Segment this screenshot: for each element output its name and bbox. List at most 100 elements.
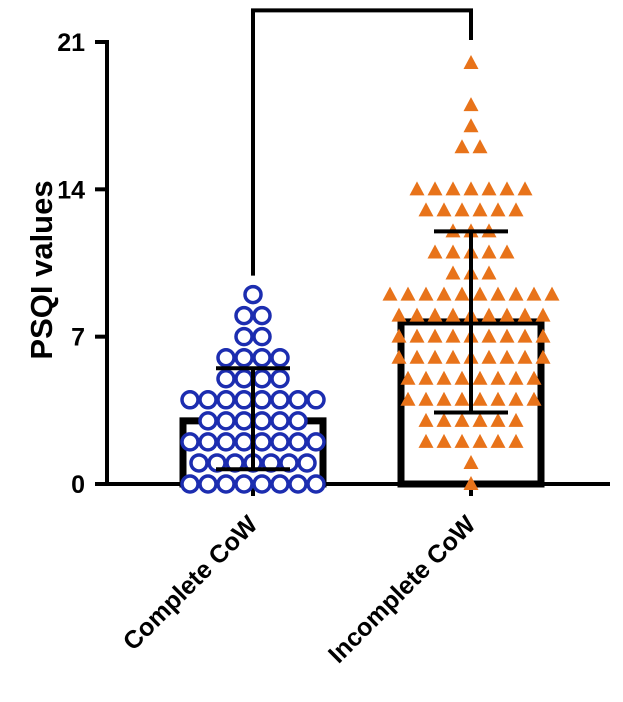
data-point [427,349,443,364]
data-point [463,97,479,112]
data-point [454,412,470,427]
data-point [198,432,218,452]
data-point [270,432,290,452]
data-point [288,390,308,410]
data-point [216,347,236,368]
data-point [472,391,488,406]
data-point [490,412,506,427]
data-point [252,326,272,347]
data-point [216,474,236,494]
data-point [454,370,470,385]
data-point [252,347,272,368]
y-tick-label: 0 [71,471,85,499]
data-point [427,181,443,196]
y-tick-label: 14 [57,176,85,204]
data-point [445,349,461,364]
data-point [436,286,452,301]
data-point [409,349,425,364]
data-point [454,202,470,217]
data-point [180,474,200,494]
x-tick-label: Incomplete CoW [323,510,482,669]
data-point [445,328,461,343]
data-point [252,369,272,389]
y-tick-label: 7 [71,324,85,352]
data-point [526,391,542,406]
data-point [427,307,443,322]
data-point [180,390,200,410]
data-points [180,55,560,494]
data-point [535,349,551,364]
data-point [234,474,254,494]
data-point [288,432,308,452]
data-point [454,139,470,154]
data-point [391,349,407,364]
data-point [535,328,551,343]
data-point [409,307,425,322]
data-point [490,370,506,385]
data-point [234,347,254,368]
axes: 0 7 14 21 Complete CoW Incomplete CoW [57,29,610,669]
data-point [463,181,479,196]
data-point [436,370,452,385]
data-point [234,305,254,326]
data-point [490,202,506,217]
data-point [306,432,326,452]
data-point [400,370,416,385]
data-point [216,369,236,389]
data-point [270,411,290,431]
data-point [481,265,497,280]
data-point [508,370,524,385]
data-point [508,286,524,301]
data-point [234,432,254,452]
data-point [508,412,524,427]
data-point [445,181,461,196]
y-tick-label: 21 [57,29,85,57]
data-point [481,349,497,364]
data-point [499,349,515,364]
data-point [436,433,452,448]
data-point [409,181,425,196]
data-point [270,474,290,494]
data-point [445,265,461,280]
data-point [418,391,434,406]
data-point [297,453,317,473]
data-point [216,411,236,431]
data-point [481,181,497,196]
data-point [535,307,551,322]
data-point [189,453,209,473]
data-point [252,390,272,410]
data-point [270,390,290,410]
data-point [490,286,506,301]
data-point [490,433,506,448]
data-point [427,244,443,259]
data-point [454,391,470,406]
data-point [472,202,488,217]
data-point [234,390,254,410]
data-point [463,55,479,70]
data-point [445,244,461,259]
data-point [526,286,542,301]
data-point [418,370,434,385]
data-point [288,411,308,431]
data-point [436,412,452,427]
data-point [198,474,218,494]
data-point [436,202,452,217]
error-bars [216,229,508,472]
data-point [499,244,515,259]
data-point [463,476,479,490]
data-point [517,307,533,322]
data-point [544,286,560,301]
data-point [418,433,434,448]
data-point [454,286,470,301]
data-point [391,307,407,322]
data-point [234,326,254,347]
data-point [234,411,254,431]
data-point [472,412,488,427]
data-point [234,369,254,389]
data-point [445,307,461,322]
data-point [427,328,443,343]
x-tick-label: Complete CoW [118,510,264,656]
data-point [517,349,533,364]
data-point [418,202,434,217]
significance-bracket: **** [251,0,473,276]
